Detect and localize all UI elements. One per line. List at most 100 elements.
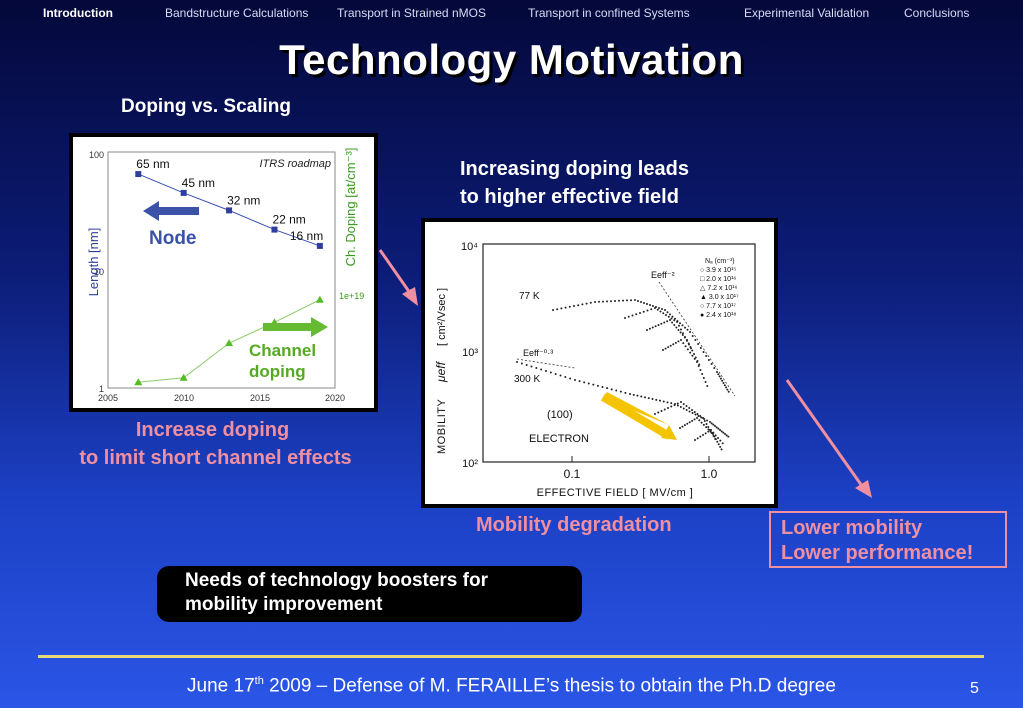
nav-item-conclusions[interactable]: Conclusions — [904, 6, 970, 20]
mobility-point — [686, 422, 689, 425]
mobility-point — [725, 386, 728, 389]
legend-entry: ○ 7.7 x 10¹⁷ — [700, 303, 736, 310]
mobility-point — [671, 315, 674, 318]
doping-point — [315, 295, 324, 303]
mobility-point — [705, 355, 708, 357]
mobility-chart-panel: 10⁴ 10³ 10² 0.1 1.0 EFFECTIVE FIELD [ MV… — [421, 218, 778, 508]
mobility-point — [697, 415, 700, 417]
mobility-point — [689, 346, 692, 348]
nav-item-strained-nmos[interactable]: Transport in Strained nMOS — [337, 6, 486, 20]
mobility-point — [624, 317, 626, 319]
top-navigation: Introduction Bandstructure Calculations … — [0, 6, 1023, 22]
lower-performance-box: Lower mobility Lower performance! — [769, 511, 1007, 568]
y-tick-100: 100 — [89, 150, 104, 160]
mobility-point — [691, 354, 694, 357]
orientation-label: (100) — [547, 409, 573, 421]
legend-entry: ○ 3.9 x 10¹⁵ — [700, 267, 736, 274]
mobility-point — [721, 442, 724, 445]
channel-label-line2: doping — [249, 362, 306, 381]
nav-item-experimental-validation[interactable]: Experimental Validation — [744, 6, 870, 20]
mobility-point — [651, 326, 654, 329]
mobility-point — [663, 321, 666, 324]
length-point — [271, 226, 278, 233]
mobility-point — [648, 327, 651, 330]
mobility-point — [564, 306, 567, 309]
increasing-doping-line1: Increasing doping leads — [460, 158, 689, 180]
carrier-label: ELECTRON — [529, 433, 589, 445]
mob-y-label-unit: [ cm²/Vsec ] — [436, 288, 448, 346]
nav-item-introduction[interactable]: Introduction — [43, 6, 113, 20]
mobility-point — [682, 332, 684, 335]
legend-entry: △ 7.2 x 10¹⁶ — [700, 285, 738, 292]
mobility-point — [717, 443, 720, 446]
mobility-point — [694, 356, 697, 359]
nav-item-bandstructure[interactable]: Bandstructure Calculations — [165, 6, 309, 20]
mobility-point — [560, 307, 563, 310]
mobility-point — [714, 434, 717, 437]
mobility-point — [654, 325, 657, 328]
mobility-point — [601, 386, 604, 388]
mobility-point — [678, 324, 680, 327]
mobility-point — [691, 419, 694, 422]
mobility-point — [654, 413, 656, 415]
increase-doping-line1: Increase doping — [135, 419, 290, 441]
mobility-point — [622, 299, 624, 302]
mobility-point — [564, 376, 567, 378]
mobility-point — [693, 353, 695, 355]
mobility-point — [657, 324, 660, 326]
mobility-point — [658, 307, 660, 309]
mobility-point — [635, 313, 638, 316]
x-tick-2010: 2010 — [174, 393, 194, 403]
mobility-point — [714, 425, 716, 427]
mobility-point — [602, 300, 604, 303]
nav-item-confined-systems[interactable]: Transport in confined Systems — [528, 6, 690, 20]
mobility-point — [677, 340, 680, 343]
mobility-point — [722, 382, 725, 384]
mobility-point — [704, 381, 707, 383]
mobility-point — [545, 370, 547, 372]
mobility-point — [559, 374, 562, 377]
x-tick-2020: 2020 — [325, 393, 345, 403]
mobility-point — [659, 399, 661, 402]
mobility-point — [698, 363, 701, 366]
mobility-point — [664, 309, 666, 311]
mobility-point — [679, 322, 681, 325]
length-point-label: 22 nm — [272, 213, 305, 227]
mobility-point — [581, 303, 584, 306]
mobility-point — [660, 410, 663, 412]
increasing-doping-line2: to higher effective field — [460, 186, 679, 208]
length-point — [180, 189, 187, 196]
slide-title: Technology Motivation — [279, 36, 744, 83]
mobility-point — [687, 342, 690, 345]
arrow-to-mobility-chart-icon — [378, 249, 412, 294]
mobility-point — [694, 439, 696, 441]
mobility-point — [556, 308, 559, 311]
mobility-point — [669, 344, 672, 347]
mobility-point — [673, 404, 676, 406]
mobility-point — [707, 426, 710, 428]
mobility-point — [606, 387, 609, 390]
mobility-point — [569, 377, 572, 380]
eeff-lower-label: Eeff⁻⁰·³ — [523, 348, 553, 358]
mob-x-label: EFFECTIVE FIELD [ MV/cm ] — [537, 487, 694, 499]
length-point-label: 65 nm — [136, 157, 169, 171]
mobility-point — [719, 429, 721, 431]
mob-y-label-group: MOBILITY μeff [ cm²/Vsec ] — [434, 288, 448, 454]
mobility-point — [520, 362, 523, 365]
mobility-point — [666, 311, 669, 314]
mobility-point — [694, 413, 697, 416]
footer-sup: th — [254, 675, 264, 687]
mobility-point — [719, 377, 722, 380]
mobility-point — [697, 365, 700, 367]
mobility-point — [710, 363, 713, 365]
mobility-point — [716, 371, 718, 373]
mobility-data-points — [516, 299, 730, 451]
itrs-chart-panel: 100 10 1 2005 2010 2015 2020 Length [nm]… — [69, 133, 378, 412]
mobility-point — [662, 400, 665, 403]
y-right-label: Ch. Doping [at/cm⁻³] — [343, 148, 358, 267]
doping-point — [179, 373, 188, 381]
mobility-point — [699, 347, 702, 349]
mobility-point — [673, 319, 676, 322]
mobility-point — [598, 300, 600, 303]
